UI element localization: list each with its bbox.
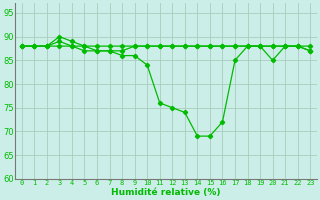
X-axis label: Humidité relative (%): Humidité relative (%) [111,188,221,197]
